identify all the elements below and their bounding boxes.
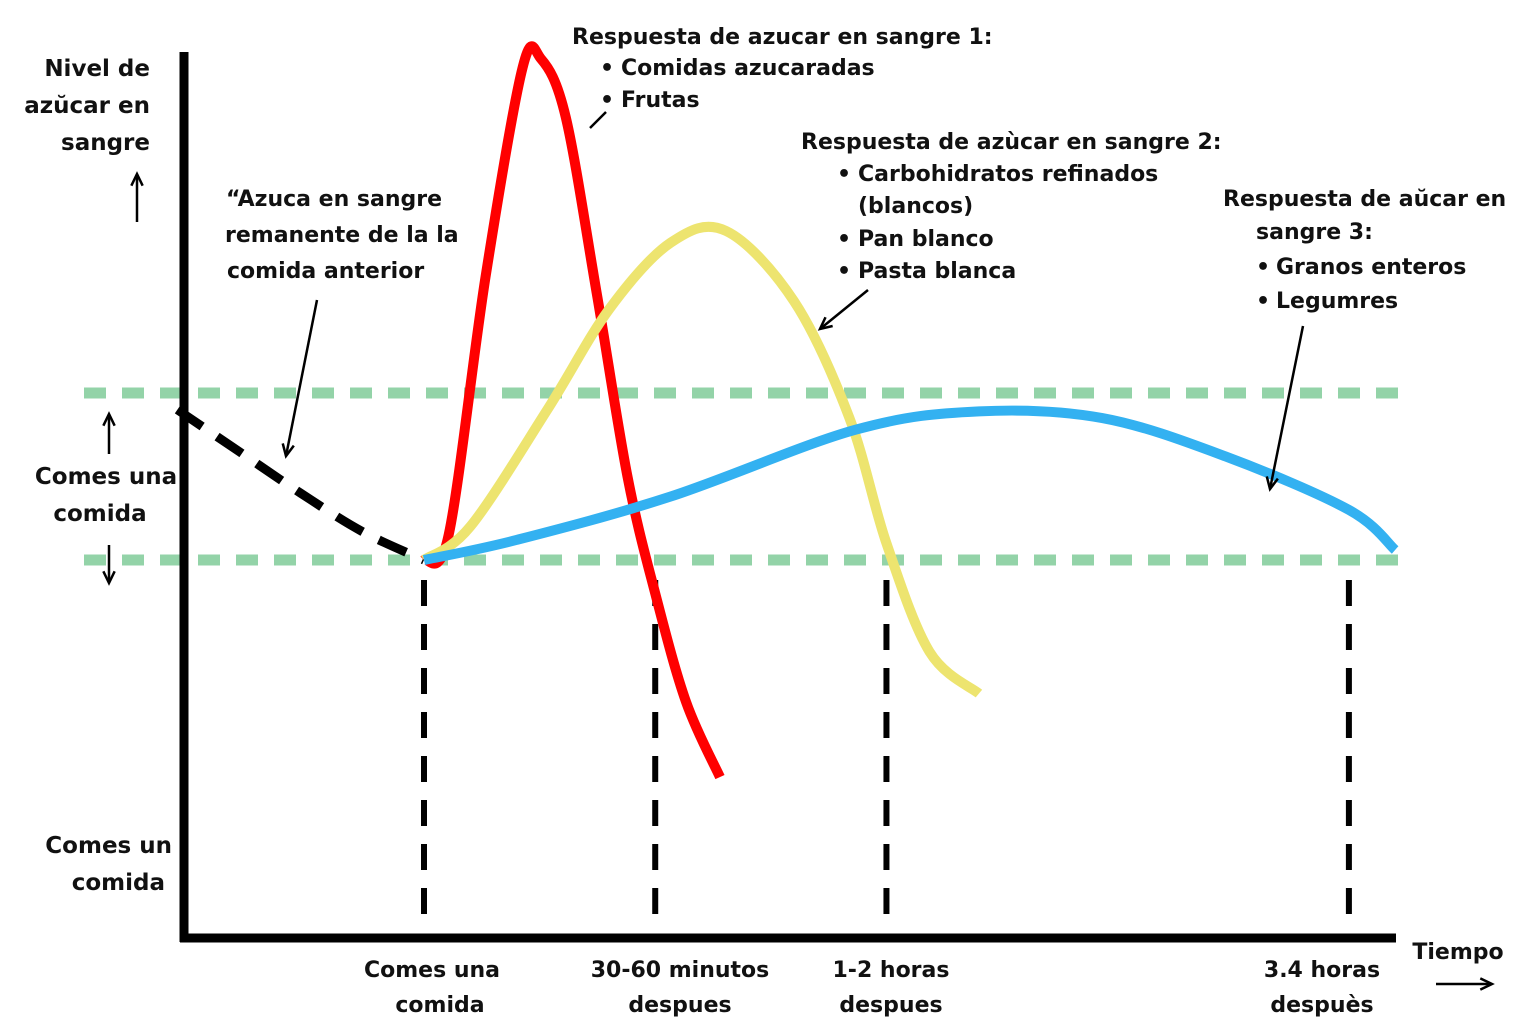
- resp2-arrow-head: [817, 316, 833, 331]
- annotation-arrows: [102, 111, 1495, 991]
- resp3-title-line-2: sangre 3:: [1256, 220, 1373, 245]
- resp3-bullet-1: Legumres: [1276, 289, 1398, 314]
- series-line-0: [174, 405, 426, 565]
- resp2-arrow: [819, 289, 869, 330]
- band-up-arrow-head: [102, 411, 116, 427]
- text-labels: Nivel de azŭcar en sangre Comes una comida Co…: [24, 25, 1506, 1018]
- x-tick-label-0-line-2: comida: [395, 993, 484, 1018]
- resp2-bullet-3: Pasta blanca: [858, 259, 1016, 284]
- series-line-1: [420, 41, 725, 780]
- resp1-bullet-dot-1: •: [600, 88, 614, 113]
- time-arrow-head: [1479, 977, 1495, 991]
- resp2-bullet-dot-3: •: [837, 259, 851, 284]
- band-label-line-2: comida: [53, 501, 146, 527]
- y-axis-label-line-1: Nivel de: [44, 56, 150, 82]
- band-down-arrow-head: [102, 570, 116, 586]
- resp1-pointer: [589, 111, 607, 129]
- remanente-line-3: comida anterior: [227, 259, 424, 284]
- remanente-arrow: [284, 299, 319, 457]
- resp2-bullet-dot-0: •: [837, 162, 851, 187]
- resp1-bullet-dot-0: •: [600, 56, 614, 81]
- y-axis-label-line-2: azŭcar en: [24, 93, 150, 119]
- x-tick-label-3-line-2: despuès: [1270, 993, 1373, 1018]
- resp3-arrow: [1268, 325, 1305, 490]
- remanente-line-1: “Azuca en sangre: [226, 187, 442, 212]
- resp3-bullet-dot-1: •: [1256, 289, 1270, 314]
- x-axis-label: Tiempo: [1412, 940, 1503, 965]
- series-line-2: [421, 221, 983, 698]
- resp3-title-line-1: Respuesta de aŭcar en: [1223, 187, 1506, 212]
- remanente-line-2: remanente de la la: [225, 223, 459, 248]
- resp1-bullet-1: Frutas: [621, 88, 700, 113]
- resp3-bullet-dot-0: •: [1256, 255, 1270, 280]
- bottom-label-line-2: comida: [72, 870, 165, 896]
- resp1-bullet-0: Comidas azucaradas: [621, 56, 875, 81]
- x-tick-label-0-line-1: Comes una: [364, 958, 500, 983]
- resp2-bullet-1: (blancos): [858, 194, 973, 219]
- normal-range-lines: [84, 387, 1400, 566]
- resp2-title: Respuesta de azùcar en sangre 2:: [801, 130, 1222, 155]
- remanente-arrow-head: [281, 443, 295, 459]
- x-tick-label-1-line-2: despues: [628, 993, 731, 1018]
- time-markers: [421, 580, 1352, 932]
- x-tick-label-2-line-2: despues: [839, 993, 942, 1018]
- resp1-title: Respuesta de azucar en sangre 1:: [572, 25, 993, 50]
- x-tick-label-1-line-1: 30-60 minutos: [591, 958, 770, 983]
- bottom-label-line-1: Comes un: [45, 833, 172, 859]
- resp2-bullet-2: Pan blanco: [858, 227, 994, 252]
- band-label-line-1: Comes una: [35, 464, 177, 490]
- y-axis-up-arrow-head: [130, 171, 144, 187]
- y-axis-label-line-3: sangre: [61, 130, 150, 156]
- x-tick-label-3-line-1: 3.4 horas: [1264, 958, 1380, 983]
- series-lines: [174, 41, 1399, 780]
- series-line-3: [422, 405, 1399, 565]
- resp3-bullet-0: Granos enteros: [1276, 255, 1466, 280]
- resp2-bullet-0: Carbohidratos refinados: [858, 162, 1158, 187]
- resp2-bullet-dot-2: •: [837, 227, 851, 252]
- x-tick-label-2-line-1: 1-2 horas: [833, 958, 950, 983]
- axes: [179, 52, 1396, 943]
- resp3-arrow-head: [1265, 476, 1279, 492]
